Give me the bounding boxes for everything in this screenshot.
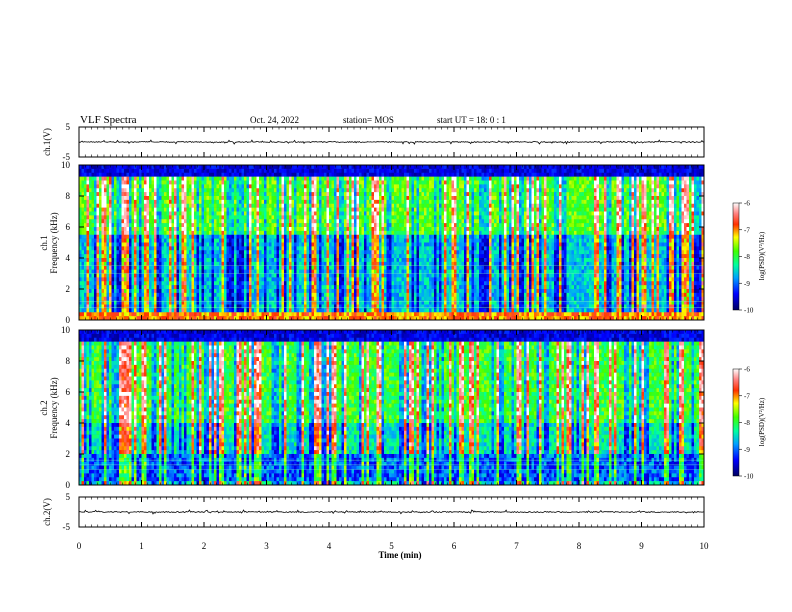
spec-ytick-label: 6 bbox=[66, 222, 71, 232]
ch2-spec-ylabel-frequency: Frequency (kHz) bbox=[49, 377, 59, 438]
time-tick-label: 7 bbox=[514, 541, 519, 551]
time-axis-label: Time (min) bbox=[378, 550, 421, 560]
colorbar-tick-label: -7 bbox=[744, 392, 750, 400]
ch2v-ylabel: ch.2(V) bbox=[42, 498, 52, 526]
ch2-spec-ylabel-channel: ch.2 bbox=[39, 400, 49, 415]
ch2v-ytick-bottom: -5 bbox=[63, 522, 71, 532]
figure-title: VLF Spectra bbox=[80, 114, 137, 126]
station-label: station= MOS bbox=[343, 115, 394, 125]
spec-ytick-label: 2 bbox=[66, 284, 71, 294]
ch1-colorbar: -6 -7 -8 -9 -10 log(PSD)(V²/Hz) bbox=[733, 200, 766, 315]
ch1-spec-ylabel-channel: ch.1 bbox=[39, 235, 49, 250]
colorbar-tick-label: -10 bbox=[744, 473, 754, 481]
colorbar-tick-label: -7 bbox=[744, 226, 750, 234]
time-tick-label: 10 bbox=[700, 541, 710, 551]
ch1-spec-ylabel-frequency: Frequency (kHz) bbox=[49, 212, 59, 273]
start-time-label: start UT = 18: 0 : 1 bbox=[437, 115, 506, 125]
spec-ytick-label: 6 bbox=[66, 387, 71, 397]
time-tick-label: 2 bbox=[202, 541, 207, 551]
time-tick-label: 3 bbox=[264, 541, 269, 551]
ch2-spectrogram-image bbox=[79, 330, 704, 485]
time-tick-label: 8 bbox=[577, 541, 582, 551]
time-tick-label: 4 bbox=[327, 541, 332, 551]
colorbar-tick-label: -10 bbox=[744, 307, 754, 315]
ch1-spectrogram-panel: 0 2 4 6 8 10 ch.1 Frequency (kHz) bbox=[39, 160, 704, 325]
ch2-colorbar: -6 -7 -8 -9 -10 log(PSD)(V²/Hz) bbox=[733, 366, 766, 481]
time-tick-label: 0 bbox=[77, 541, 82, 551]
figure-date: Oct. 24, 2022 bbox=[250, 115, 299, 125]
spec-ytick-label: 0 bbox=[66, 315, 71, 325]
colorbar-tick-label: -6 bbox=[744, 200, 750, 208]
time-tick-label: 9 bbox=[639, 541, 644, 551]
spec-ytick-label: 4 bbox=[66, 253, 71, 263]
ch1-colorbar-label: log(PSD)(V²/Hz) bbox=[758, 231, 766, 280]
time-tick-label: 6 bbox=[452, 541, 457, 551]
spec-ytick-label: 8 bbox=[66, 191, 71, 201]
ch2-spectrogram-panel: 0 2 4 6 8 10 ch.2 Frequency (kHz) bbox=[39, 325, 704, 490]
spec-ytick-label: 10 bbox=[61, 160, 71, 170]
spec-ytick-label: 4 bbox=[66, 418, 71, 428]
ch1-spectrogram-image bbox=[79, 165, 704, 320]
colorbar-tick-label: -9 bbox=[744, 446, 750, 454]
ch2-colorbar-label: log(PSD)(V²/Hz) bbox=[758, 397, 766, 446]
ch1v-ytick-top: 5 bbox=[66, 122, 71, 132]
colorbar-tick-label: -8 bbox=[744, 253, 750, 261]
ch1v-ylabel: ch.1(V) bbox=[42, 128, 52, 156]
ch2v-ytick-top: 5 bbox=[66, 492, 71, 502]
time-tick-label: 1 bbox=[139, 541, 144, 551]
spec-ytick-label: 2 bbox=[66, 449, 71, 459]
colorbar-tick-label: -9 bbox=[744, 280, 750, 288]
spec-ytick-label: 0 bbox=[66, 480, 71, 490]
colorbar-tick-label: -6 bbox=[744, 366, 750, 374]
spec-ytick-label: 8 bbox=[66, 356, 71, 366]
spec-ytick-label: 10 bbox=[61, 325, 71, 335]
colorbar-tick-label: -8 bbox=[744, 419, 750, 427]
